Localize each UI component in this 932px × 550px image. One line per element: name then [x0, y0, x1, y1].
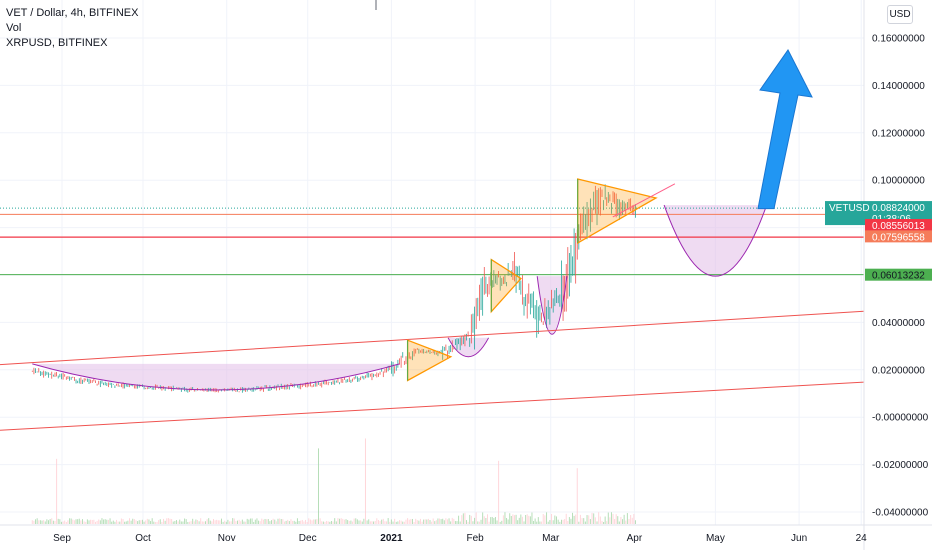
pennant-triangle — [577, 178, 658, 245]
channel-lower-line — [0, 381, 865, 431]
price-series — [31, 184, 636, 393]
y-tick-label: 0.14000000 — [872, 81, 925, 92]
pennant-triangle — [490, 258, 522, 314]
y-tick-label: -0.00000000 — [872, 413, 929, 424]
drawings-lines — [0, 49, 865, 431]
cup-curve — [447, 337, 490, 358]
x-tick-label: Feb — [466, 533, 484, 544]
y-tick-label: 0.04000000 — [872, 318, 925, 329]
pennant-triangle — [406, 339, 453, 382]
x-tick-label: Apr — [627, 533, 643, 544]
x-tick-label: Sep — [53, 533, 71, 544]
x-tick-label: Oct — [135, 533, 151, 544]
cup-curve — [32, 363, 400, 391]
target-arrow — [757, 49, 813, 210]
y-tick-label: 0.02000000 — [872, 365, 925, 376]
cup-curve — [536, 276, 568, 335]
last-price-symbol: VETUSD — [829, 203, 870, 214]
currency-scale-button[interactable]: USD — [887, 5, 913, 24]
channel-upper-line — [0, 310, 865, 366]
x-tick-label: Dec — [299, 533, 317, 544]
chart-legend: VET / Dollar, 4h, BITFINEX Vol XRPUSD, B… — [6, 6, 138, 51]
green-level-tag-text: 0.06013232 — [872, 271, 925, 282]
price-tags: VETUSD0.0882400001:38:060.085560130.0759… — [825, 201, 932, 282]
x-tick-label: 2021 — [380, 533, 403, 544]
y-tick-label: -0.02000000 — [872, 460, 929, 471]
red-level-tag-bg — [865, 218, 932, 231]
symbol-title[interactable]: VET / Dollar, 4h, BITFINEX — [6, 7, 139, 19]
x-tick-label: Nov — [218, 533, 236, 544]
horizontal-levels — [0, 207, 864, 276]
x-tick-label: Jun — [791, 533, 807, 544]
volume-bars — [31, 438, 636, 524]
last-price-value: 0.08824000 — [872, 203, 925, 214]
y-tick-label: 0.16000000 — [872, 34, 925, 45]
y-tick-label: -0.04000000 — [872, 508, 929, 519]
y-tick-label: 0.10000000 — [872, 176, 925, 187]
volume-indicator-label[interactable]: Vol — [6, 22, 22, 34]
breakout-line — [612, 183, 676, 218]
x-tick-label: 24 — [856, 533, 868, 544]
x-tick-label: Mar — [542, 533, 560, 544]
x-tick-label: May — [706, 533, 725, 544]
cup-curve — [663, 204, 768, 277]
orange-level-tag-text: 0.07596558 — [872, 232, 925, 243]
green-level-tag-bg — [865, 268, 932, 281]
compare-symbol-label[interactable]: XRPUSD, BITFINEX — [6, 37, 108, 49]
orange-level-tag-bg — [865, 230, 932, 243]
y-tick-label: 0.12000000 — [872, 128, 925, 139]
red-level-tag-text: 0.08556013 — [872, 221, 925, 232]
